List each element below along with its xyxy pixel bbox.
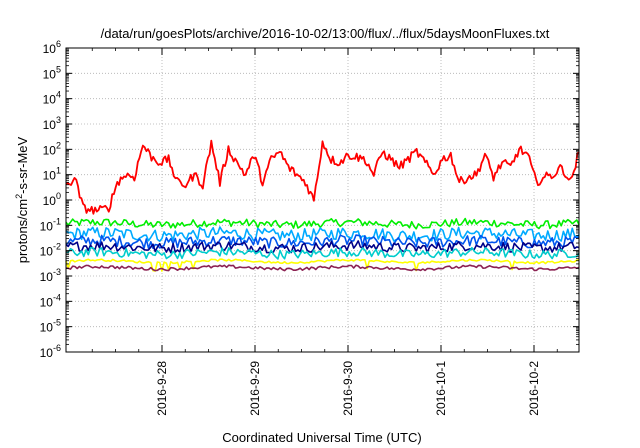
y-tick-base: 10	[43, 93, 57, 107]
series-line	[65, 234, 580, 250]
y-tick-label: 104	[43, 90, 61, 107]
y-tick-exponent: -1	[53, 216, 61, 226]
y-tick-label: 105	[43, 64, 61, 81]
plot-area	[65, 47, 580, 353]
y-tick-base: 10	[40, 270, 54, 284]
series-line	[65, 226, 580, 243]
y-tick-label: 100	[43, 191, 61, 208]
y-tick-base: 10	[43, 42, 57, 56]
y-tick-exponent: 1	[56, 166, 61, 176]
y-tick-label: 10-2	[40, 242, 61, 259]
series-line	[65, 246, 580, 260]
y-tick-base: 10	[43, 67, 57, 81]
y-tick-base: 10	[43, 143, 57, 157]
y-tick-exponent: -6	[53, 343, 61, 353]
y-tick-base: 10	[40, 245, 54, 259]
y-tick-exponent: 0	[56, 191, 61, 201]
y-tick-base: 10	[43, 194, 57, 208]
x-tick-label: 2016-9-29	[248, 361, 262, 416]
y-tick-exponent: 4	[56, 90, 61, 100]
y-tick-label: 10-6	[40, 343, 61, 360]
y-tick-exponent: -4	[53, 292, 61, 302]
y-tick-exponent: 6	[56, 39, 61, 49]
ticks	[66, 47, 579, 353]
x-tick-labels: 2016-9-28 2016-9-29 2016-9-30 2016-10-1 2016…	[155, 361, 541, 416]
y-tick-label: 102	[43, 140, 61, 157]
y-axis-label: protons/cm2-s-sr-MeV	[14, 136, 30, 263]
y-tick-label: 10-4	[40, 292, 61, 309]
y-axis-label-suffix: -s-sr-MeV	[15, 136, 30, 193]
y-tick-exponent: -5	[53, 318, 61, 328]
x-axis-label: Coordinated Universal Time (UTC)	[222, 430, 421, 445]
y-axis-label-sup: 2	[14, 194, 24, 199]
x-tick-label: 2016-10-1	[434, 361, 448, 416]
y-tick-exponent: 5	[56, 64, 61, 74]
y-tick-base: 10	[43, 169, 57, 183]
y-tick-label: 103	[43, 115, 61, 132]
series-line	[65, 258, 580, 272]
y-tick-label: 101	[43, 166, 61, 183]
y-tick-label: 10-1	[40, 216, 61, 233]
y-tick-label: 10-5	[40, 318, 61, 335]
y-tick-exponent: -2	[53, 242, 61, 252]
series-layer	[65, 139, 580, 272]
y-tick-base: 10	[40, 346, 54, 360]
series-line	[65, 264, 580, 272]
y-tick-exponent: 3	[56, 115, 61, 125]
x-tick-label: 2016-10-2	[527, 361, 541, 416]
x-tick-label: 2016-9-28	[155, 361, 169, 416]
y-tick-label: 106	[43, 39, 61, 56]
y-tick-base: 10	[40, 295, 54, 309]
y-tick-label: 10-3	[40, 267, 61, 284]
y-tick-base: 10	[40, 321, 54, 335]
series-line	[65, 240, 580, 254]
y-tick-base: 10	[40, 219, 54, 233]
y-tick-base: 10	[43, 118, 57, 132]
series-line	[65, 217, 580, 230]
y-tick-exponent: -3	[53, 267, 61, 277]
series-line	[65, 139, 580, 215]
y-tick-labels: 10-610-510-410-310-210-11001011021031041…	[40, 39, 61, 360]
y-tick-exponent: 2	[56, 140, 61, 150]
x-tick-label: 2016-9-30	[341, 361, 355, 416]
chart-title: /data/run/goesPlots/archive/2016-10-02/1…	[101, 26, 550, 41]
y-axis-label-prefix: protons/cm	[15, 199, 30, 263]
